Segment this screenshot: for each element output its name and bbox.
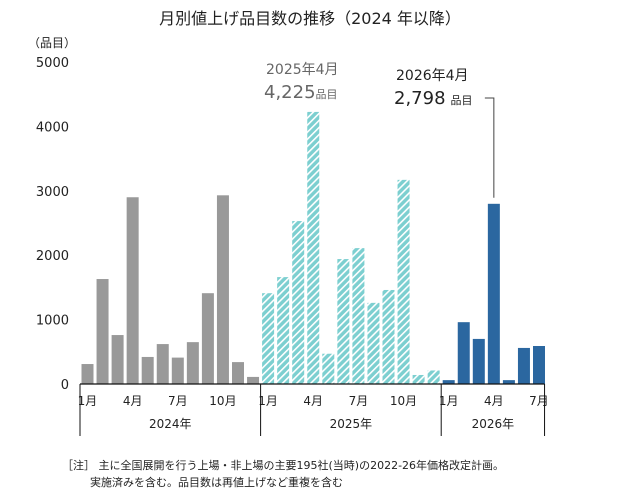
annotation-2025-value: 4,225 <box>264 82 316 103</box>
bar-2026年-3 <box>472 338 485 384</box>
chart-title: 月別値上げ品目数の推移（2024 年以降） <box>159 9 461 28</box>
bar-2025年-8 <box>367 302 380 384</box>
bar-2024年-8 <box>186 342 199 384</box>
bar-2024年-3 <box>111 335 124 384</box>
annotation-2025-label: 2025年4月 <box>266 62 339 78</box>
annotation-2026-unit: 品目 <box>451 94 473 107</box>
bar-2024年-1 <box>81 364 94 384</box>
bar-2024年-6 <box>156 344 169 384</box>
x-tick-label: 1月 <box>439 394 459 408</box>
bar-2025年-10 <box>397 179 410 384</box>
bar-2025年-5 <box>322 353 335 384</box>
x-tick-label: 4月 <box>484 394 504 408</box>
bar-2025年-11 <box>412 374 425 384</box>
x-tick-label: 7月 <box>529 394 549 408</box>
bar-2025年-9 <box>382 289 395 384</box>
bar-2024年-11 <box>232 362 244 384</box>
x-tick-label: 10月 <box>390 394 417 408</box>
bar-2026年-2 <box>457 322 470 384</box>
y-tick-label: 1000 <box>36 314 69 329</box>
bar-2024年-10 <box>216 195 229 384</box>
bar-2025年-6 <box>337 259 350 384</box>
note-line-1: ［注］ 主に全国展開を行う上場・非上場の主要195社(当時)の2022-26年価… <box>62 459 505 472</box>
y-tick-label: 4000 <box>36 120 69 135</box>
bar-2025年-12 <box>427 370 440 384</box>
bar-2024年-4 <box>126 197 139 384</box>
y-tick-label: 2000 <box>36 249 69 264</box>
x-tick-label: 1月 <box>258 394 278 408</box>
bar-2024年-2 <box>96 279 109 384</box>
annotation-2026-value-group: 2,798 品目 <box>394 88 473 109</box>
bar-2026年-4 <box>487 203 500 384</box>
bar-2026年-6 <box>517 347 530 384</box>
annotation-2026-leader-line <box>484 97 495 198</box>
bar-2026年-5 <box>502 380 515 384</box>
bar-2025年-3 <box>292 221 305 384</box>
annotation-2025-unit: 品目 <box>316 88 338 101</box>
bar-2025年-7 <box>352 248 365 384</box>
bar-2024年-7 <box>171 357 184 384</box>
y-tick-label: 3000 <box>36 185 69 200</box>
y-tick-label: 5000 <box>36 56 69 71</box>
bar-2026年-1 <box>442 380 455 384</box>
bar-2024年-9 <box>201 293 214 384</box>
bar-2024年-12 <box>247 376 260 384</box>
x-tick-label: 4月 <box>303 394 323 408</box>
bar-2025年-1 <box>262 293 275 384</box>
annotation-2026-value: 2,798 <box>394 88 446 109</box>
annotation-2026-label: 2026年4月 <box>396 68 469 84</box>
y-axis-label: （品目） <box>28 36 76 50</box>
bar-2025年-4 <box>307 111 320 384</box>
x-tick-label: 4月 <box>123 394 143 408</box>
y-tick-label: 0 <box>61 378 69 393</box>
bar-2025年-2 <box>277 277 290 384</box>
x-tick-label: 10月 <box>209 394 236 408</box>
annotation-2025-value-group: 4,225品目 <box>264 82 338 103</box>
bar-2024年-5 <box>141 356 154 384</box>
x-tick-label: 7月 <box>168 394 188 408</box>
x-tick-label: 1月 <box>78 394 98 408</box>
year-label: 2024年 <box>149 417 192 431</box>
bar-2026年-7 <box>533 346 545 384</box>
x-tick-label: 7月 <box>349 394 369 408</box>
note-line-2: 実施済みを含む。品目数は再値上げなど重複を含む <box>90 476 343 489</box>
year-label: 2025年 <box>330 417 373 431</box>
year-label: 2026年 <box>472 417 515 431</box>
